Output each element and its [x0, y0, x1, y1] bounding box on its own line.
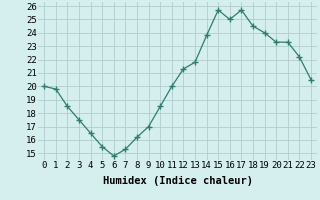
X-axis label: Humidex (Indice chaleur): Humidex (Indice chaleur): [103, 176, 252, 186]
